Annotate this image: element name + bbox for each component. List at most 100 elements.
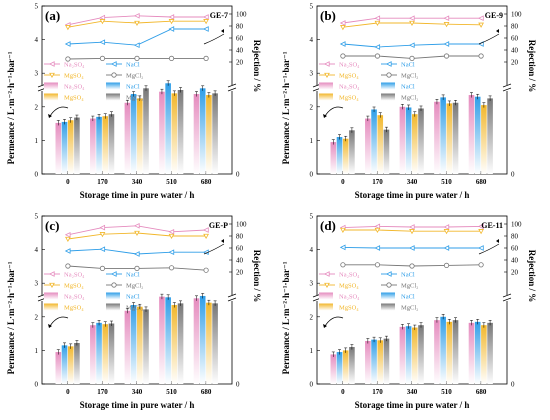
axis-break-mark: [227, 83, 237, 88]
legend-marker: [386, 282, 392, 288]
bar-na2so4: [55, 122, 62, 174]
y-tick-label: 5: [35, 3, 39, 11]
rejection-point-nacl: [64, 248, 71, 254]
legend-bar-swatch: [381, 303, 395, 311]
y-tick-label: 1: [35, 347, 39, 355]
rejection-point-nacl: [168, 26, 175, 32]
rejection-point-nacl: [443, 41, 450, 47]
x-axis-title: Storage time in pure water / h: [355, 400, 470, 410]
bar-na2so4: [159, 91, 165, 174]
y-tick-label: 4: [35, 36, 39, 44]
legend-label: Na₂SO₄: [339, 293, 360, 300]
panel-ge-p: 0 1 2 3 4 5 20 40 60 80 100 0 0 170 340 510 680 Na₂SO₄ NaC…: [6, 213, 262, 411]
rejection-point-mgcl2: [168, 265, 175, 271]
y2-tick-label: 40: [511, 47, 519, 55]
y2-tick-label: 100: [511, 221, 522, 229]
legend-marker: [110, 271, 117, 277]
x-tick-label: 680: [201, 388, 212, 396]
legend-bar-swatch: [44, 292, 58, 300]
y-tick-label: 5: [310, 3, 314, 11]
rejection-point-na2so4: [443, 224, 450, 230]
bar-na2so4: [193, 298, 200, 384]
bar-na2so4: [365, 118, 371, 174]
arrow-to-rejection: [478, 33, 500, 45]
rejection-point-mgcl2: [374, 262, 381, 268]
x-tick-label: 510: [441, 388, 452, 396]
bar-mgso4: [481, 105, 487, 174]
bar-mgso4: [446, 103, 453, 174]
bar-mgso4: [481, 325, 487, 384]
y-axis-title: Permeance / L·m⁻²·h⁻¹·bar⁻¹: [281, 261, 291, 374]
bar-nacl: [474, 321, 481, 384]
legend-bar-swatch: [106, 93, 120, 101]
rejection-point-nacl: [339, 41, 346, 47]
axis-break-mask: [503, 295, 511, 301]
y-tick-label: 2: [35, 103, 39, 111]
legend-label: MgCl₂: [126, 94, 143, 101]
y-tick-label: 2: [35, 313, 39, 321]
legend-label: MgSO₄: [64, 282, 84, 289]
axis-break-mark: [502, 83, 512, 88]
legend-marker: [324, 282, 330, 289]
y-tick-label: 3: [310, 70, 314, 78]
bar-na2so4: [159, 296, 165, 384]
axis-break-mask: [38, 85, 46, 91]
arrow-head: [48, 114, 52, 118]
rejection-point-nacl: [339, 244, 346, 251]
y2-tick-label: 40: [236, 47, 244, 55]
legend-label: MgSO₄: [339, 72, 359, 79]
arrow-head: [221, 239, 224, 243]
rejection-point-na2so4: [202, 14, 209, 20]
legend-label: MgSO₄: [64, 304, 84, 311]
legend-label: NaCl: [126, 271, 140, 278]
bar-nacl: [199, 88, 206, 174]
rejection-point-nacl: [99, 246, 106, 253]
arrow-to-rejection: [478, 243, 500, 255]
legend-bar-swatch: [319, 82, 333, 90]
rejection-point-mgso4: [409, 20, 415, 27]
bar-mgcl2: [74, 343, 80, 384]
axis-break-mask: [313, 85, 321, 91]
rejection-point-mgcl2: [203, 55, 209, 62]
y2-tick-label: 80: [236, 23, 244, 31]
y-tick-label: 2: [310, 313, 314, 321]
y-tick-label: 2: [310, 103, 314, 111]
rejection-point-mgso4: [374, 227, 381, 234]
legend-marker: [49, 72, 55, 79]
legend-bar-swatch: [319, 292, 333, 300]
rejection-point-mgso4: [340, 25, 346, 31]
y2-tick-label: 80: [511, 23, 519, 31]
legend-label: NaCl: [401, 83, 415, 90]
x-tick-label: 510: [441, 178, 452, 186]
rejection-point-mgso4: [478, 229, 484, 235]
bar-na2so4: [124, 310, 131, 384]
bar-mgso4: [446, 321, 453, 384]
legend-bar-swatch: [381, 292, 395, 300]
y2-axis-title: Rejection / %: [527, 40, 537, 92]
y2-axis-title: Rejection / %: [252, 250, 262, 302]
axis-break-mask: [228, 85, 236, 91]
rejection-point-na2so4: [133, 12, 140, 19]
x-tick-label: 510: [166, 388, 177, 396]
y2-tick-label: 20: [511, 269, 519, 277]
rejection-point-na2so4: [339, 20, 346, 26]
y-tick-label: 3: [35, 70, 39, 78]
x-tick-label: 680: [476, 388, 487, 396]
bar-mgcl2: [452, 320, 459, 384]
axis-break-mask: [313, 295, 321, 301]
legend-bar-swatch: [106, 292, 120, 300]
bar-na2so4: [468, 322, 475, 384]
bar-nacl: [371, 339, 377, 384]
panel-label: (b): [320, 8, 336, 23]
y2-axis-title: Rejection / %: [252, 40, 262, 92]
y2-tick-label: 100: [511, 11, 522, 19]
bar-na2so4: [330, 142, 337, 174]
y-tick-label: 5: [310, 213, 314, 221]
rejection-point-mgso4: [340, 227, 346, 234]
rejection-point-na2so4: [64, 231, 71, 238]
y2-tick-label: 40: [511, 257, 519, 265]
legend-bar-swatch: [319, 303, 333, 311]
arrow-to-rejection: [203, 243, 225, 255]
rejection-point-mgso4: [203, 19, 209, 25]
y2-axis-title: Rejection / %: [527, 250, 537, 302]
